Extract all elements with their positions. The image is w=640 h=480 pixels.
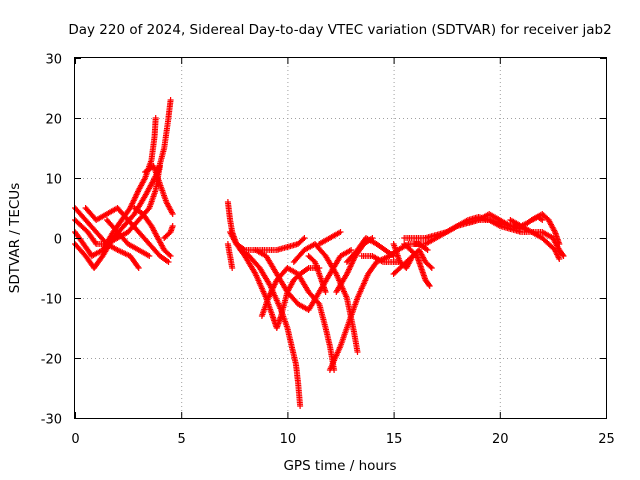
plot-frame xyxy=(74,57,607,419)
series-markers xyxy=(343,235,397,265)
x-tick-label: 0 xyxy=(71,432,79,447)
data-series-9 xyxy=(161,223,176,241)
series-markers xyxy=(237,247,304,409)
series-markers xyxy=(333,235,376,295)
data-markers xyxy=(72,97,567,409)
series-markers xyxy=(326,247,401,373)
y-tick-label: -20 xyxy=(41,353,62,368)
axes: 0 5 10 15 20 25 -30 -20 -10 0 10 20 30 xyxy=(41,53,615,448)
series-markers xyxy=(82,205,172,265)
data-series-20 xyxy=(333,235,376,295)
y-tick-label: 20 xyxy=(45,113,62,128)
y-tick-label: 10 xyxy=(45,173,62,188)
series-markers xyxy=(390,253,416,277)
y-tick-label: -30 xyxy=(41,413,62,428)
x-tick-label: 20 xyxy=(492,432,509,447)
data-series-5 xyxy=(82,205,172,265)
x-axis-label: GPS time / hours xyxy=(283,458,396,474)
series-markers xyxy=(305,253,329,295)
series-markers xyxy=(224,241,236,271)
series-markers xyxy=(103,217,153,259)
series-markers xyxy=(142,163,176,217)
data-series-6 xyxy=(103,217,153,259)
x-tick-label: 25 xyxy=(598,432,615,447)
chart-title: Day 220 of 2024, Sidereal Day-to-day VTE… xyxy=(68,22,611,38)
data-series-18 xyxy=(326,247,401,373)
data-series-7 xyxy=(131,205,174,259)
data-series-8 xyxy=(142,163,176,217)
series-markers xyxy=(507,217,563,262)
data-series-31 xyxy=(528,211,563,247)
data-series-22 xyxy=(358,253,403,265)
series-markers xyxy=(258,265,338,373)
x-tick-label: 15 xyxy=(386,432,403,447)
data-series-21 xyxy=(343,235,397,265)
y-tick-label: -10 xyxy=(41,293,62,308)
x-tick-label: 5 xyxy=(178,432,186,447)
data-series-29 xyxy=(464,211,524,232)
series-markers xyxy=(316,229,344,247)
series-markers xyxy=(464,211,524,232)
series-markers xyxy=(401,241,433,289)
series-markers xyxy=(528,211,563,247)
data-series-26 xyxy=(401,241,433,289)
data-series-25 xyxy=(390,253,416,277)
y-tick-label: 30 xyxy=(45,53,62,68)
grid xyxy=(75,58,606,418)
data-series-11 xyxy=(224,241,236,271)
series-markers xyxy=(131,205,174,259)
data-series-19 xyxy=(316,229,344,247)
data-series-15 xyxy=(258,265,338,373)
data-series-17 xyxy=(305,253,329,295)
data-series-30 xyxy=(507,217,563,262)
series-markers xyxy=(161,223,176,241)
data-series-13 xyxy=(237,247,304,409)
series-markers xyxy=(358,253,403,265)
y-axis-label: SDTVAR / TECUs xyxy=(7,183,23,293)
x-tick-label: 10 xyxy=(280,432,297,447)
y-tick-label: 0 xyxy=(54,233,62,248)
